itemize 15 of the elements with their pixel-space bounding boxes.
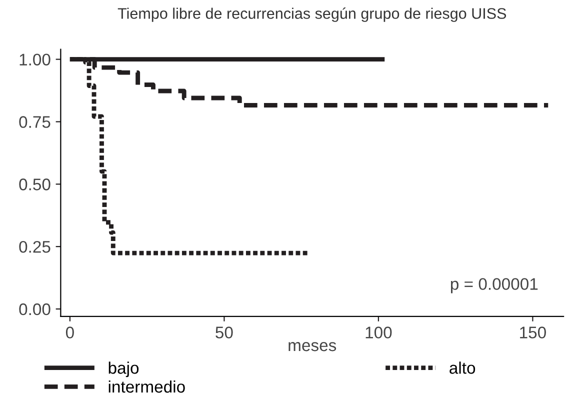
y-tick-label: 0.50 <box>19 178 50 190</box>
chart-title: Tiempo libre de recurrencias según grupo de riesgo UISS <box>118 8 506 22</box>
x-tick-label: 0 <box>66 326 74 338</box>
y-tick-label: 0.00 <box>19 303 50 316</box>
annotation: p = 0.00001 <box>450 278 538 294</box>
legend-label: intermedio <box>108 380 185 393</box>
y-tick-label: 0.25 <box>19 240 50 253</box>
legend-label: alto <box>450 362 476 374</box>
x-tick-label: 150 <box>520 326 546 338</box>
legend-label: bajo <box>108 362 139 378</box>
y-tick-label: 0.75 <box>19 116 50 128</box>
x-tick-label: 100 <box>366 326 392 338</box>
y-tick-label: 1.00 <box>20 54 50 66</box>
x-axis-title: meses <box>288 342 336 352</box>
x-tick-label: 50 <box>216 326 233 338</box>
